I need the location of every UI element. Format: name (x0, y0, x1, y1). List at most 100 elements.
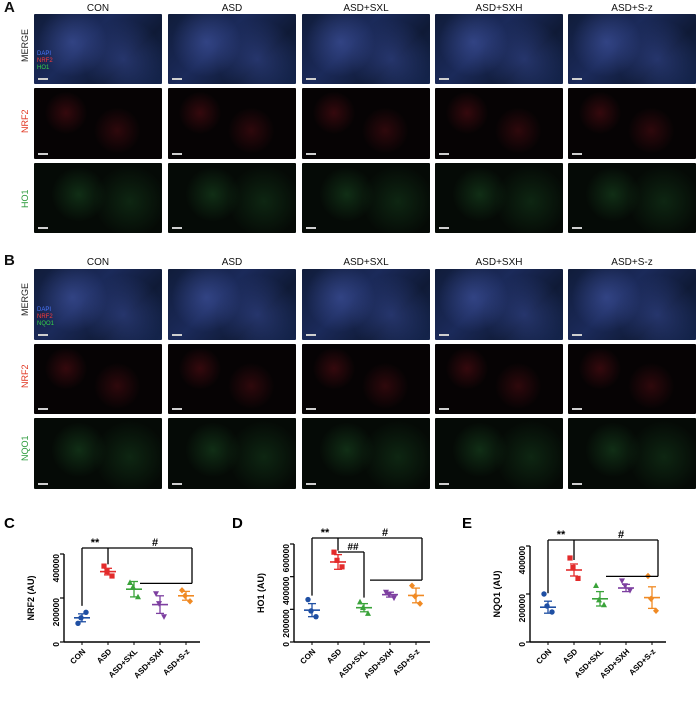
chart-letter: D (232, 515, 243, 532)
y-tick-label: 0 (51, 642, 61, 647)
data-point (357, 598, 363, 605)
scale-bar (172, 408, 182, 410)
data-point (417, 600, 423, 607)
panel-b-row-merge: MERGE (20, 282, 30, 316)
panel-b-micrograph-merge-asd-sxh (435, 269, 563, 340)
x-tick-label: ASD (561, 647, 579, 665)
panel-b-letter: B (4, 252, 15, 269)
y-tick-label: 400000 (51, 554, 61, 583)
data-point (593, 582, 599, 588)
panel-b-micrograph-nrf2-asd-sxl (302, 344, 430, 414)
scale-bar (439, 78, 449, 80)
data-point (383, 589, 389, 596)
panel-b-col-asd-sz: ASD+S-z (611, 257, 653, 268)
scale-bar (306, 483, 316, 485)
x-tick-label: CON (534, 647, 553, 666)
chart-letter: E (462, 515, 472, 532)
panel-a-micrograph-ho1-asd (168, 163, 296, 233)
data-point (101, 563, 107, 569)
data-point (161, 614, 167, 620)
sig-label: ** (321, 527, 330, 539)
data-point (596, 596, 602, 603)
data-point (130, 583, 136, 590)
panel-b-row-nqo1: NQO1 (20, 435, 30, 461)
panel-b-micrograph-nrf2-asd-sxh (435, 344, 563, 414)
panel-a-row-merge: MERGE (20, 28, 30, 62)
panel-b-col-asd: ASD (221, 257, 243, 268)
x-tick-label: ASD+S-z (391, 647, 421, 677)
scale-bar (572, 334, 582, 336)
x-tick-label: CON (68, 647, 87, 666)
scale-bar (572, 408, 582, 410)
x-tick-label: CON (298, 647, 317, 666)
scale-bar (172, 78, 182, 80)
data-point (153, 591, 159, 597)
chart-letter: C (4, 515, 15, 532)
panel-a-micrograph-nrf2-asd (168, 88, 296, 159)
y-tick-label: 0 (517, 642, 527, 647)
sig-label: # (382, 527, 388, 539)
panel-a-col-asd: ASD (221, 3, 243, 14)
data-point (156, 601, 162, 607)
y-tick-label: 400000 (517, 546, 527, 575)
scale-bar (439, 153, 449, 155)
data-point (544, 603, 550, 609)
data-point (83, 609, 89, 615)
panel-a-micrograph-nrf2-con (34, 88, 162, 159)
panel-b-col-con: CON (86, 257, 110, 268)
sig-label: ** (557, 529, 566, 541)
panel-a-micrograph-nrf2-asd-sxl (302, 88, 430, 159)
panel-a-micrograph-ho1-asd-sxh (435, 163, 563, 233)
channel-legend: DAPI NRF2 NQO1 (37, 307, 54, 328)
data-point (567, 555, 573, 561)
scale-bar (172, 227, 182, 229)
panel-b-micrograph-nrf2-asd (168, 344, 296, 414)
panel-a-micrograph-merge-asd (168, 14, 296, 84)
y-axis-label: NQO1 (AU) (492, 570, 502, 617)
scale-bar (306, 153, 316, 155)
data-point (127, 579, 133, 585)
channel-legend: DAPI NRF2 HO1 (37, 51, 53, 72)
panel-a-micrograph-ho1-con (34, 163, 162, 233)
data-point (541, 591, 547, 597)
panel-a-micrograph-nrf2-asd-s-z (568, 88, 696, 159)
panel-b-micrograph-merge-asd-s-z (568, 269, 696, 340)
data-point (75, 620, 81, 626)
panel-a-col-asd-sxl: ASD+SXL (343, 3, 389, 14)
panel-b-micrograph-nqo1-asd-s-z (568, 418, 696, 489)
channel-legend-item: NRF2 (37, 58, 53, 64)
channel-legend-item: DAPI (37, 51, 52, 57)
scale-bar (38, 153, 48, 155)
panel-b-micrograph-merge-asd-sxl (302, 269, 430, 340)
panel-b-micrograph-nqo1-con (34, 418, 162, 489)
panel-a-micrograph-ho1-asd-sxl (302, 163, 430, 233)
panel-a-micrograph-ho1-asd-s-z (568, 163, 696, 233)
data-point (648, 595, 654, 602)
scale-bar (306, 334, 316, 336)
scale-bar (572, 153, 582, 155)
data-point (339, 564, 345, 570)
sig-label: # (152, 537, 158, 549)
panel-a-col-asd-sz: ASD+S-z (611, 3, 653, 14)
scale-bar (38, 408, 48, 410)
panel-b-micrograph-nrf2-asd-s-z (568, 344, 696, 414)
panel-a-micrograph-merge-asd-sxl (302, 14, 430, 84)
panel-a-micrograph-nrf2-asd-sxh (435, 88, 563, 159)
data-point (78, 615, 84, 621)
data-point (187, 598, 193, 605)
data-point (619, 578, 625, 584)
scale-bar (38, 483, 48, 485)
panel-a-row-ho1: HO1 (20, 189, 30, 208)
panel-b-row-nrf2: NRF2 (20, 364, 30, 388)
panel-b-col-asd-sxh: ASD+SXH (475, 257, 523, 268)
data-point (549, 609, 555, 615)
data-point (135, 593, 141, 600)
panel-a-row-nrf2: NRF2 (20, 109, 30, 133)
panel-a-micrograph-merge-asd-sxh (435, 14, 563, 84)
panel-a-col-con: CON (86, 3, 110, 14)
panel-b-micrograph-nrf2-con (34, 344, 162, 414)
y-tick-label: 200000 (281, 609, 291, 638)
data-point (622, 583, 628, 589)
y-tick-label: 200000 (51, 598, 61, 627)
